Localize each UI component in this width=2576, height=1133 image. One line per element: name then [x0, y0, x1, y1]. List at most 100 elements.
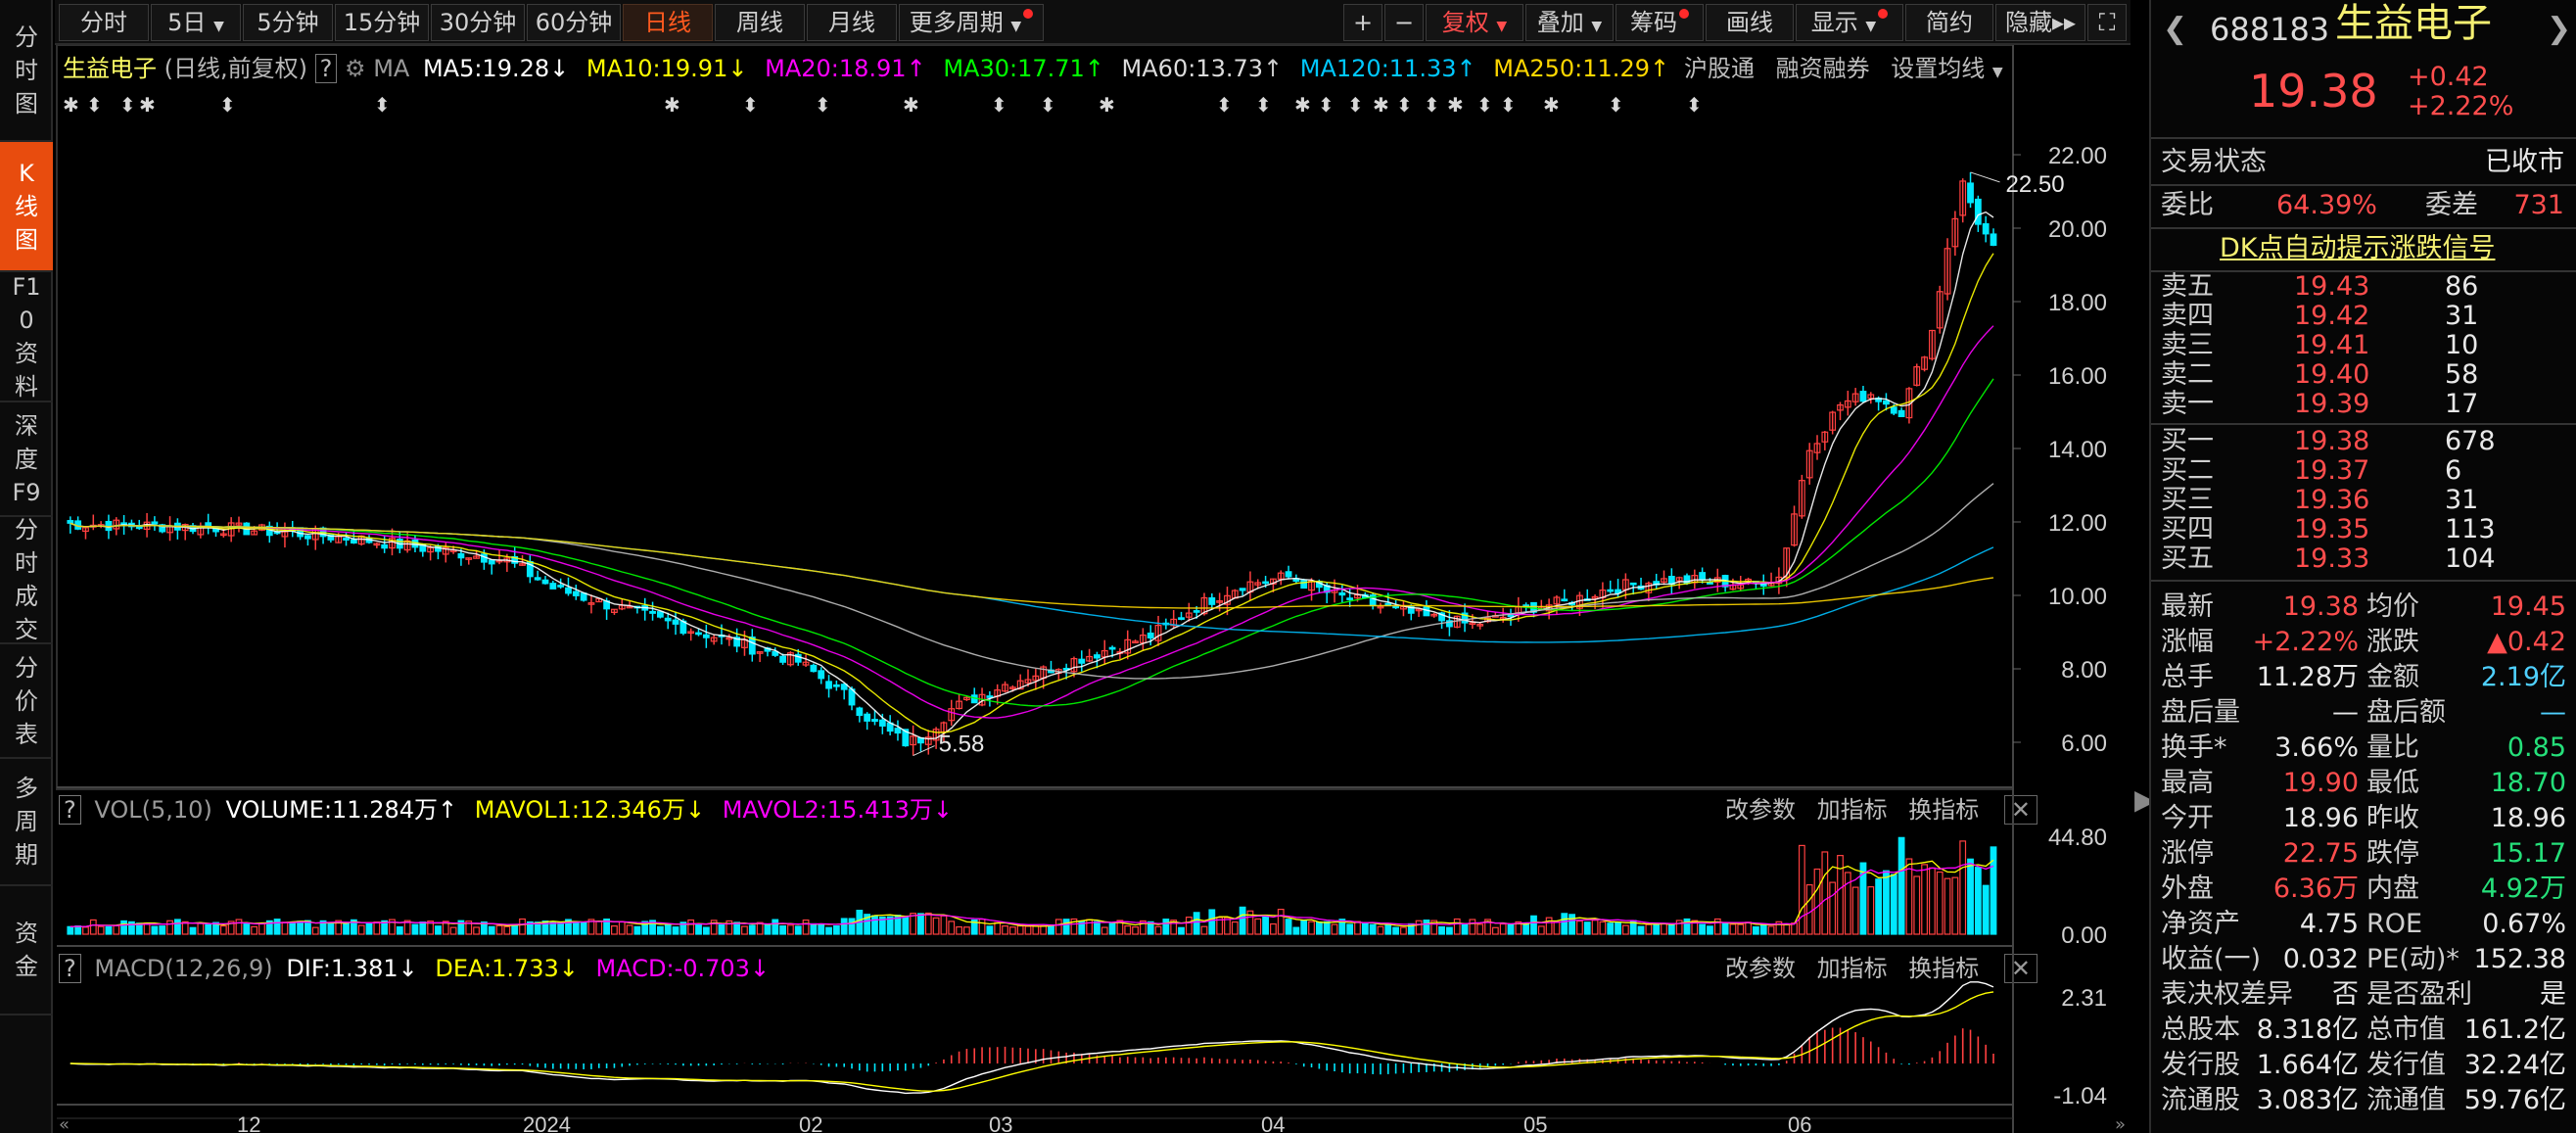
candle-body[interactable]	[825, 681, 832, 689]
nav-fenshi[interactable]: 分时图	[0, 0, 53, 142]
nav-multi-period[interactable]: 多周期	[0, 759, 53, 886]
candle-body[interactable]	[519, 563, 526, 566]
event-marker-icon[interactable]: ⬍	[1216, 93, 1233, 117]
event-marker-icon[interactable]: ⬍	[1318, 93, 1335, 117]
event-marker-icon[interactable]: ✱	[1294, 93, 1311, 117]
candle-body[interactable]	[1377, 605, 1384, 609]
event-marker-icon[interactable]: ⬍	[1255, 93, 1272, 117]
candle-body[interactable]	[1070, 658, 1078, 673]
candle-body[interactable]	[1928, 329, 1936, 359]
event-marker-icon[interactable]: ⬍	[1040, 93, 1056, 117]
candle-body[interactable]	[772, 650, 779, 656]
candle-body[interactable]	[251, 530, 258, 536]
tab-15min[interactable]: 15分钟	[335, 4, 429, 41]
candle-body[interactable]	[871, 719, 878, 723]
candle-body[interactable]	[1591, 595, 1599, 599]
candle-body[interactable]	[403, 540, 411, 551]
candle-body[interactable]	[1438, 612, 1445, 622]
event-marker-icon[interactable]: ⬍	[1500, 93, 1517, 117]
candle-body[interactable]	[549, 583, 557, 590]
candle-body[interactable]	[664, 617, 672, 622]
event-marker-icon[interactable]: ✱	[1099, 93, 1115, 117]
candle-body[interactable]	[1285, 571, 1292, 578]
candle-body[interactable]	[626, 605, 633, 609]
candle-body[interactable]	[856, 707, 864, 717]
event-marker-icon[interactable]: ⬍	[1686, 93, 1703, 117]
nav-depth-f9[interactable]: 深度F9	[0, 402, 53, 517]
candle-body[interactable]	[962, 696, 970, 701]
candle-body[interactable]	[695, 632, 702, 636]
candle-body[interactable]	[1239, 588, 1246, 591]
candle-body[interactable]	[565, 587, 572, 594]
candle-body[interactable]	[541, 579, 549, 585]
candle-body[interactable]	[702, 634, 710, 638]
candle-body[interactable]	[1974, 198, 1982, 225]
candle-body[interactable]	[1990, 233, 1997, 247]
event-marker-icon[interactable]: ⬍	[815, 93, 831, 117]
event-marker-icon[interactable]: ✱	[1543, 93, 1560, 117]
candle-body[interactable]	[986, 695, 994, 698]
macd-switch-indicator-link[interactable]: 换指标	[1908, 955, 1980, 982]
candle-body[interactable]	[948, 708, 956, 722]
close-icon[interactable]: ✕	[2003, 954, 2038, 983]
event-marker-icon[interactable]: ✱	[1373, 93, 1389, 117]
candle-body[interactable]	[840, 684, 848, 690]
macd-params-link[interactable]: 改参数	[1725, 955, 1796, 982]
candle-body[interactable]	[373, 543, 381, 546]
candle-body[interactable]	[1921, 356, 1928, 370]
candle-body[interactable]	[1178, 617, 1185, 620]
candle-body[interactable]	[710, 637, 718, 642]
tab-60min[interactable]: 60分钟	[527, 4, 621, 41]
scroll-right-icon[interactable]: »	[2115, 1114, 2126, 1133]
candle-body[interactable]	[1024, 679, 1032, 684]
tab-monthly[interactable]: 月线	[807, 4, 897, 41]
hsgt-link[interactable]: 沪股通	[1684, 55, 1755, 82]
candle-body[interactable]	[1821, 431, 1829, 443]
candle-body[interactable]	[1813, 443, 1821, 453]
candle-body[interactable]	[1661, 578, 1667, 583]
nav-f10[interactable]: F10资料	[0, 272, 53, 402]
candle-body[interactable]	[1707, 582, 1713, 585]
candle-body[interactable]	[1675, 577, 1683, 582]
tab-5day[interactable]: 5日 ▼	[151, 4, 241, 41]
candle-body[interactable]	[1445, 620, 1453, 628]
candle-body[interactable]	[381, 543, 389, 549]
candle-body[interactable]	[956, 700, 962, 710]
candle-body[interactable]	[902, 729, 910, 747]
candle-body[interactable]	[1629, 582, 1637, 586]
candle-body[interactable]	[1837, 403, 1844, 411]
help-icon[interactable]: ?	[59, 795, 81, 825]
event-marker-icon[interactable]: ⬍	[374, 93, 391, 117]
candle-body[interactable]	[748, 636, 756, 655]
event-marker-icon[interactable]: ✱	[139, 93, 156, 117]
draw-line-button[interactable]: 画线	[1706, 4, 1794, 41]
event-marker-icon[interactable]: ⬍	[219, 93, 236, 117]
candle-body[interactable]	[1154, 625, 1162, 641]
tab-daily[interactable]: 日线	[623, 4, 713, 41]
candle-body[interactable]	[572, 590, 580, 596]
candle-body[interactable]	[1170, 618, 1178, 627]
event-marker-icon[interactable]: ✱	[63, 93, 79, 117]
candle-body[interactable]	[1193, 610, 1200, 613]
candle-body[interactable]	[864, 713, 871, 722]
candle-body[interactable]	[580, 592, 587, 601]
zoom-out-button[interactable]: −	[1384, 4, 1424, 41]
candle-body[interactable]	[1415, 608, 1423, 612]
candle-body[interactable]	[1086, 655, 1094, 662]
tab-30min[interactable]: 30分钟	[431, 4, 525, 41]
macd-add-indicator-link[interactable]: 加指标	[1816, 955, 1888, 982]
candle-body[interactable]	[1124, 638, 1132, 654]
candle-body[interactable]	[1890, 406, 1897, 414]
candle-body[interactable]	[910, 735, 917, 746]
chips-button[interactable]: 筹码	[1616, 4, 1704, 41]
chevron-right-icon[interactable]: ❯	[2547, 12, 2572, 46]
candle-body[interactable]	[1913, 366, 1921, 386]
candle-body[interactable]	[1338, 591, 1346, 596]
candle-body[interactable]	[442, 546, 449, 555]
candle-body[interactable]	[534, 577, 541, 581]
candle-body[interactable]	[1951, 217, 1959, 248]
vol-switch-indicator-link[interactable]: 换指标	[1908, 796, 1980, 824]
candle-body[interactable]	[1883, 400, 1890, 405]
nav-kline[interactable]: K线图	[0, 142, 53, 272]
overlay-button[interactable]: 叠加 ▼	[1525, 4, 1614, 41]
